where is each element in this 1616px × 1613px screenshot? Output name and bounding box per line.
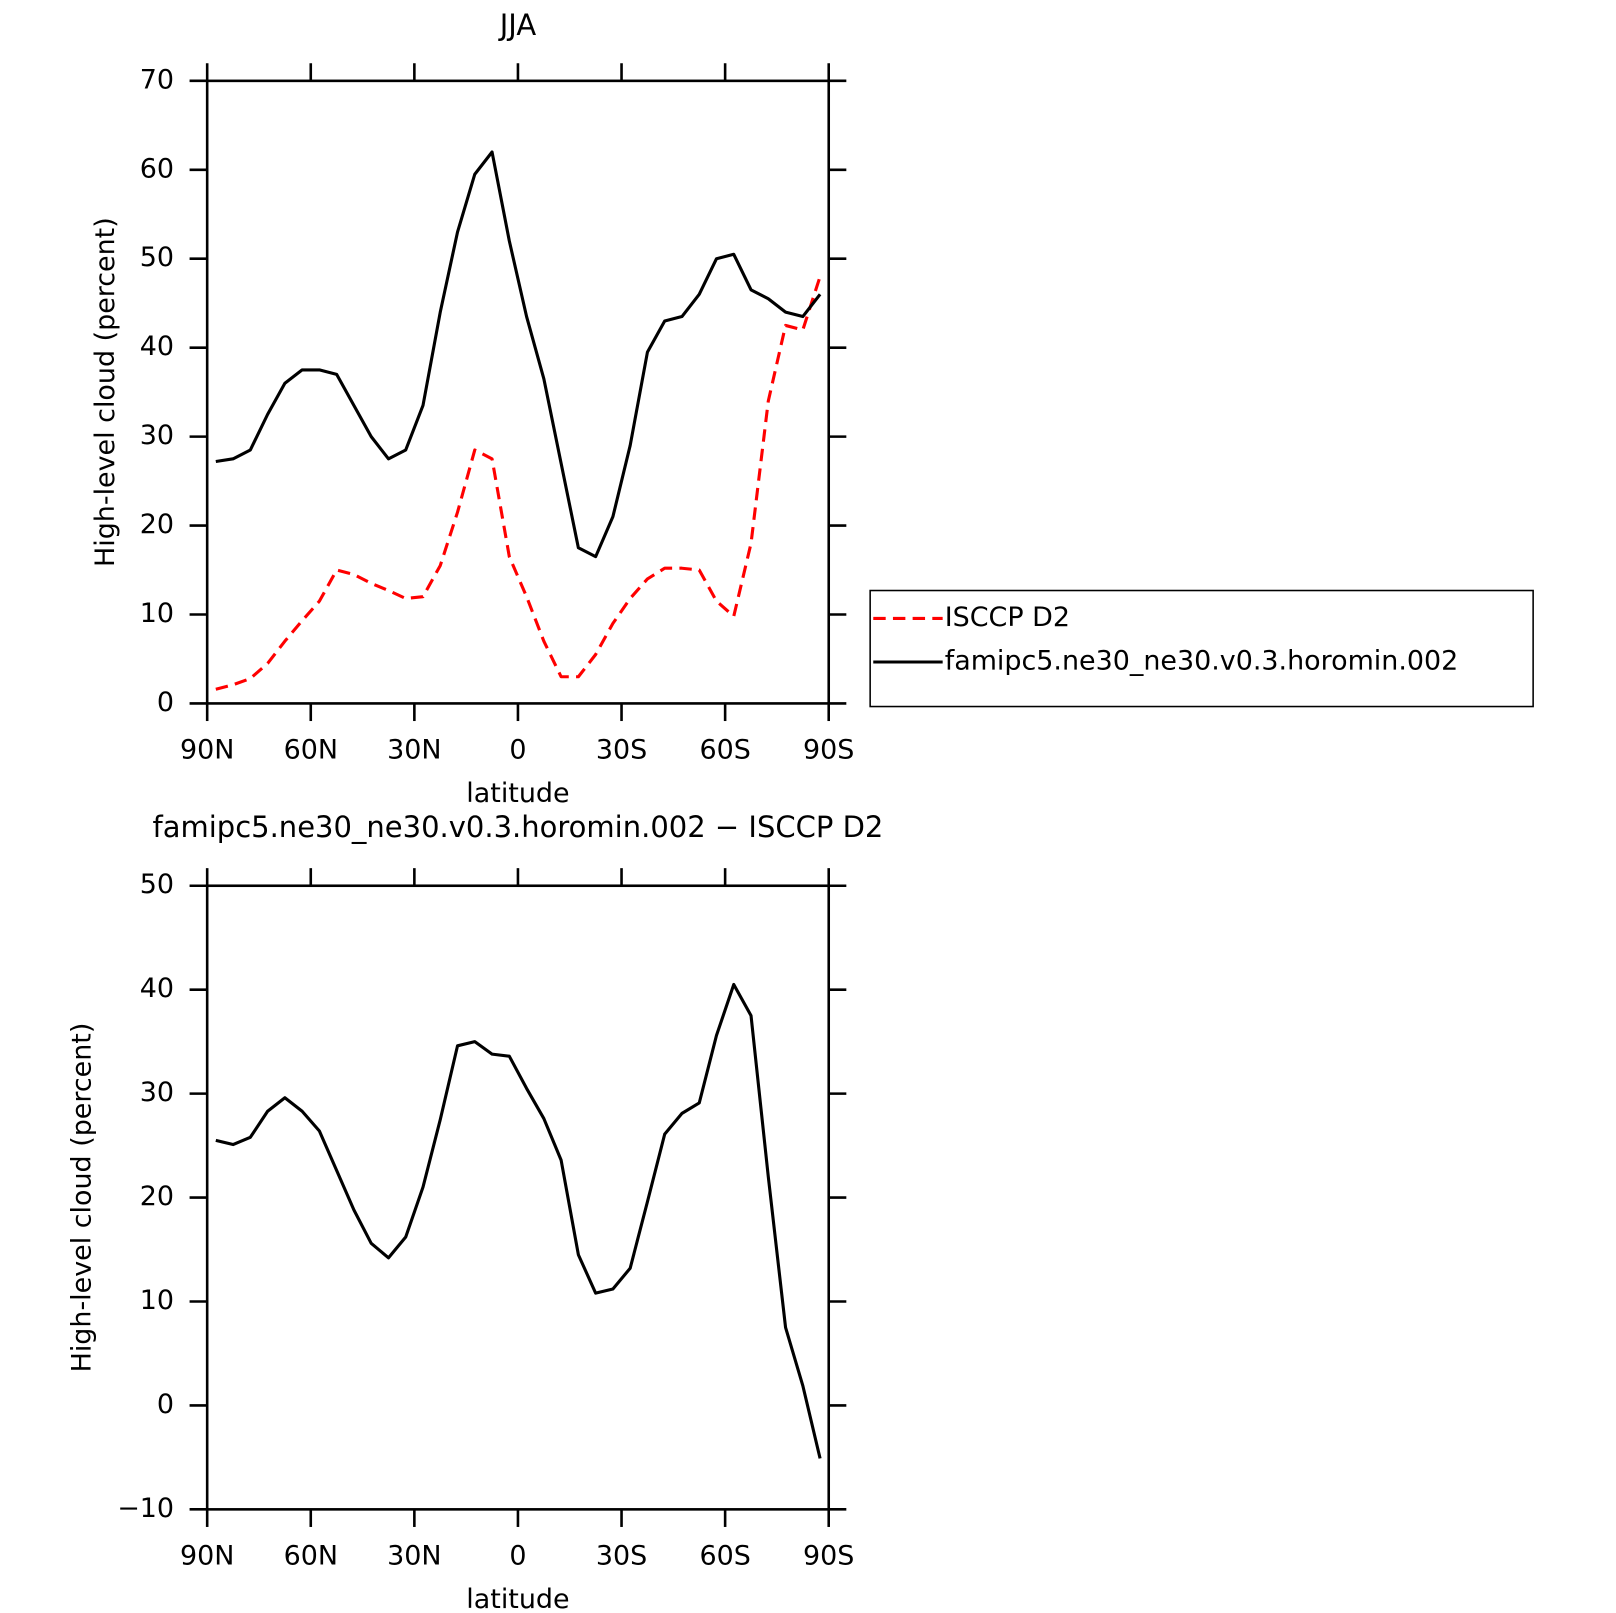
y-tick-label: 40 — [140, 331, 174, 362]
y-tick-label: 10 — [140, 598, 174, 629]
x-tick-label: 0 — [509, 1541, 526, 1572]
chart-title: JJA — [498, 8, 537, 42]
legend-box — [869, 589, 1534, 708]
data-line — [215, 276, 822, 691]
x-tick-label: 30N — [387, 1541, 441, 1572]
y-tick-label: 20 — [140, 1181, 174, 1212]
y-tick-label: 10 — [140, 1285, 174, 1316]
y-axis-label: High-level cloud (percent) — [90, 217, 121, 567]
x-tick-label: 90S — [803, 1541, 854, 1572]
x-tick-label: 60S — [699, 735, 750, 766]
chart-title: famipc5.ne30_ne30.v0.3.horomin.002 − ISC… — [153, 810, 884, 844]
y-tick-label: 30 — [140, 1077, 174, 1108]
y-tick-label: 60 — [140, 153, 174, 184]
x-tick-label: 90N — [180, 1541, 234, 1572]
legend-label: ISCCP D2 — [945, 602, 1070, 633]
y-tick-label: 50 — [140, 869, 174, 900]
x-tick-label: 0 — [509, 735, 526, 766]
y-tick-label: 40 — [140, 973, 174, 1004]
x-tick-label: 30S — [596, 1541, 647, 1572]
x-tick-label: 60N — [284, 1541, 338, 1572]
x-axis-label: latitude — [466, 1584, 569, 1613]
y-tick-label: 0 — [157, 1389, 174, 1420]
x-tick-label: 60N — [284, 735, 338, 766]
data-line — [215, 150, 822, 559]
x-axis-label: latitude — [466, 778, 569, 809]
y-tick-label: 70 — [140, 64, 174, 95]
y-tick-label: −10 — [117, 1493, 174, 1524]
x-tick-label: 30N — [387, 735, 441, 766]
y-tick-label: 0 — [157, 687, 174, 718]
x-tick-label: 90S — [803, 735, 854, 766]
x-tick-label: 90N — [180, 735, 234, 766]
data-line — [215, 982, 822, 1459]
x-tick-label: 30S — [596, 735, 647, 766]
plot-frame — [205, 884, 831, 1511]
y-axis-label: High-level cloud (percent) — [66, 1023, 97, 1373]
y-tick-label: 20 — [140, 509, 174, 540]
x-tick-label: 60S — [699, 1541, 750, 1572]
legend-label: famipc5.ne30_ne30.v0.3.horomin.002 — [945, 645, 1459, 676]
y-tick-label: 30 — [140, 420, 174, 451]
y-tick-label: 50 — [140, 242, 174, 273]
